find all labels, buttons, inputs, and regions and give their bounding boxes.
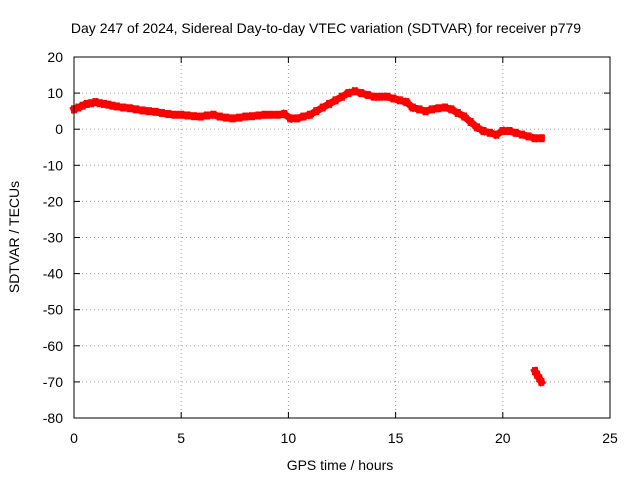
y-tick-label: -10 — [43, 157, 63, 173]
y-tick-label: -80 — [43, 410, 63, 426]
data-point — [538, 377, 545, 386]
x-tick-label: 0 — [70, 430, 78, 446]
y-tick-label: 10 — [47, 85, 63, 101]
x-tick-label: 15 — [388, 430, 404, 446]
y-tick-label: 0 — [55, 121, 63, 137]
series-layer — [69, 86, 547, 387]
y-tick-label: -30 — [43, 230, 63, 246]
x-tick-label: 5 — [177, 430, 185, 446]
y-tick-label: 20 — [47, 49, 63, 65]
x-tick-label: 10 — [281, 430, 297, 446]
y-tick-label: -20 — [43, 193, 63, 209]
y-tick-label: -70 — [43, 374, 63, 390]
tick-labels: 0 5 10 15 20 25 20 10 0 -10 -20 -30 -40 -50 -60 -70 -80 — [43, 49, 618, 446]
chart-title: Day 247 of 2024, Sidereal Day-to-day VTE… — [71, 20, 581, 36]
x-tick-label: 25 — [602, 430, 618, 446]
ticks — [73, 56, 611, 419]
y-axis-label: SDTVAR / TECUs — [6, 181, 22, 293]
y-tick-label: -50 — [43, 302, 63, 318]
y-tick-label: -60 — [43, 338, 63, 354]
y-tick-label: -40 — [43, 266, 63, 282]
data-point — [538, 134, 545, 143]
x-tick-label: 20 — [495, 430, 511, 446]
x-axis-label: GPS time / hours — [287, 457, 394, 473]
